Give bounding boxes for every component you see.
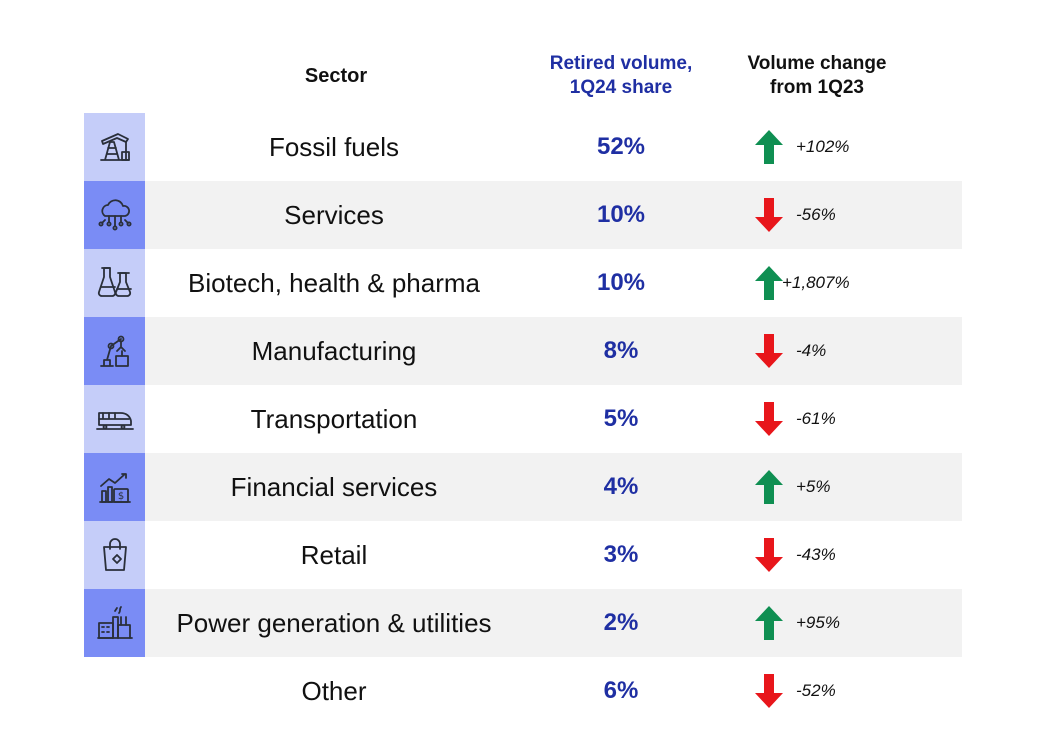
power-plant-icon xyxy=(96,606,133,639)
svg-text:$: $ xyxy=(117,491,123,502)
change-value: -61% xyxy=(796,409,836,428)
sector-label: Transportation xyxy=(250,403,418,434)
sector-label: Fossil fuels xyxy=(268,131,400,162)
share-value: 3% xyxy=(603,541,639,568)
share-value: 8% xyxy=(603,337,639,364)
oil-pump-icon xyxy=(99,133,130,161)
header-change: Volume change from 1Q23 xyxy=(724,52,910,101)
down-arrow-icon xyxy=(755,198,783,232)
sector-label: Financial services xyxy=(230,471,438,502)
down-arrow-icon xyxy=(755,538,783,572)
header-share-line2: 1Q24 share xyxy=(569,77,673,99)
sector-icon-cell xyxy=(84,521,145,589)
down-arrow-icon xyxy=(755,674,783,708)
change-value: +5% xyxy=(796,477,831,496)
change-value: -52% xyxy=(796,681,836,700)
sector-icon-cell xyxy=(84,249,145,317)
sector-icon-cell xyxy=(84,657,145,725)
sector-label: Retail xyxy=(300,539,368,570)
change-value: -43% xyxy=(796,545,836,564)
table-row: Retail 3% -43% xyxy=(84,521,962,589)
change-value: +1,807% xyxy=(782,273,850,292)
header-sector: Sector xyxy=(304,65,368,87)
up-arrow-icon xyxy=(755,130,783,164)
up-arrow-icon xyxy=(755,470,783,504)
table-row: Fossil fuels 52% +102% xyxy=(84,113,962,181)
change-value: +102% xyxy=(796,137,850,156)
share-value: 5% xyxy=(603,405,639,432)
sector-icon-cell: $ xyxy=(84,453,145,521)
robotic-arm-icon xyxy=(99,335,129,367)
header-share: Retired volume, 1Q24 share xyxy=(530,52,712,101)
sector-label: Other xyxy=(301,675,367,706)
share-value: 10% xyxy=(596,201,646,228)
shopping-bag-icon xyxy=(102,538,127,571)
table-row: Manufacturing 8% -4% xyxy=(84,317,962,385)
table-row: Transportation 5% -61% xyxy=(84,385,962,453)
sector-label: Biotech, health & pharma xyxy=(188,267,480,298)
down-arrow-icon xyxy=(755,334,783,368)
share-value: 52% xyxy=(596,133,646,160)
down-arrow-icon xyxy=(755,402,783,436)
change-value: +95% xyxy=(796,613,840,632)
sector-icon-cell xyxy=(84,317,145,385)
lab-flask-icon xyxy=(97,267,132,297)
header-change-line1: Volume change xyxy=(747,53,887,74)
sector-icon-cell xyxy=(84,181,145,249)
up-arrow-icon xyxy=(755,606,783,640)
table-row: Power generation & utilities 2% +95% xyxy=(84,589,962,657)
change-value: -4% xyxy=(796,341,827,360)
train-icon xyxy=(95,412,134,430)
finance-chart-icon: $ xyxy=(98,473,131,503)
cloud-network-icon xyxy=(98,199,132,231)
sector-icon-cell xyxy=(84,589,145,657)
share-value: 4% xyxy=(603,473,639,500)
header-share-line1: Retired volume, xyxy=(549,53,693,74)
sector-label: Power generation & utilities xyxy=(176,607,492,638)
sector-label: Manufacturing xyxy=(251,335,417,366)
share-value: 10% xyxy=(596,269,646,296)
table-row: Services 10% -56% xyxy=(84,181,962,249)
table-row: Biotech, health & pharma 10% +1,807% xyxy=(84,249,962,317)
share-value: 2% xyxy=(603,609,639,636)
table-row: $ Financial services 4% +5% xyxy=(84,453,962,521)
up-arrow-icon xyxy=(755,266,783,300)
change-value: -56% xyxy=(796,205,836,224)
sector-label: Services xyxy=(284,199,384,230)
table-row: Other 6% -52% xyxy=(84,657,962,725)
sector-icon-cell xyxy=(84,385,145,453)
sector-icon-cell xyxy=(84,113,145,181)
header-change-line2: from 1Q23 xyxy=(770,77,864,99)
share-value: 6% xyxy=(603,677,639,704)
